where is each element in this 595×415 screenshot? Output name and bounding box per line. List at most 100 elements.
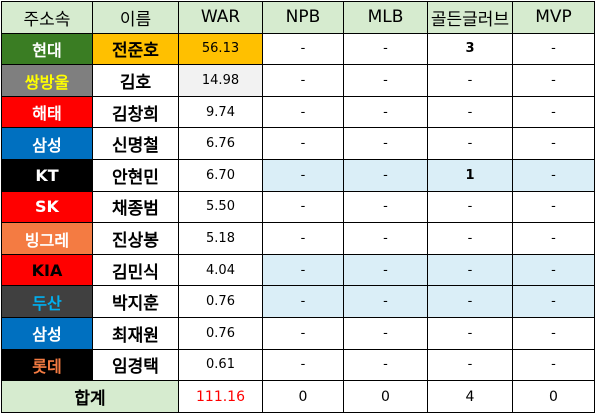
total-mvp: 0 — [512, 380, 595, 413]
war-value: 5.18 — [178, 222, 263, 255]
team-cell: 현대 — [1, 32, 93, 66]
war-value: 6.76 — [178, 127, 263, 161]
war-value: 5.50 — [178, 190, 263, 224]
golden-glove-value: - — [427, 222, 513, 255]
table-row: 두산 박지훈 0.76 - - - - — [1, 285, 595, 319]
golden-glove-value: - — [427, 127, 513, 161]
table-row: 롯데 임경택 0.61 - - - - — [1, 348, 595, 382]
war-value: 9.74 — [178, 95, 263, 129]
total-row: 합계 111.16 0 0 4 0 — [1, 380, 595, 413]
total-golden-glove: 4 — [427, 380, 513, 413]
player-name: 김창희 — [92, 95, 179, 129]
table-row: KT 안현민 6.70 - - 1 - — [1, 159, 595, 192]
header-team: 주소속 — [1, 1, 93, 34]
npb-value: - — [262, 348, 344, 382]
golden-glove-value: - — [427, 253, 513, 287]
golden-glove-value: - — [427, 317, 513, 350]
npb-value: - — [262, 222, 344, 255]
mlb-value: - — [343, 95, 428, 129]
mvp-value: - — [512, 190, 595, 224]
total-label: 합계 — [1, 380, 179, 413]
header-mlb: MLB — [343, 1, 428, 34]
mvp-value: - — [512, 348, 595, 382]
table-row: SK 채종범 5.50 - - - - — [1, 190, 595, 224]
golden-glove-value: - — [427, 285, 513, 319]
mlb-value: - — [343, 32, 428, 66]
header-name: 이름 — [92, 1, 179, 34]
team-cell: 해태 — [1, 95, 93, 129]
npb-value: - — [262, 190, 344, 224]
golden-glove-value: - — [427, 348, 513, 382]
player-name: 진상봉 — [92, 222, 179, 255]
team-cell: KIA — [1, 253, 93, 287]
player-name: 채종범 — [92, 190, 179, 224]
table-row: 빙그레 진상봉 5.18 - - - - — [1, 222, 595, 255]
npb-value: - — [262, 95, 344, 129]
player-name: 전준호 — [92, 32, 179, 66]
mlb-value: - — [343, 64, 428, 97]
team-cell: 삼성 — [1, 127, 93, 161]
mvp-value: - — [512, 127, 595, 161]
war-value: 4.04 — [178, 253, 263, 287]
mlb-value: - — [343, 222, 428, 255]
team-cell: 빙그레 — [1, 222, 93, 255]
player-name: 신명철 — [92, 127, 179, 161]
golden-glove-value: 3 — [427, 32, 513, 66]
mlb-value: - — [343, 317, 428, 350]
mlb-value: - — [343, 348, 428, 382]
header-war: WAR — [178, 1, 263, 34]
team-cell: 삼성 — [1, 317, 93, 350]
npb-value: - — [262, 317, 344, 350]
player-name: 안현민 — [92, 159, 179, 192]
war-value: 0.76 — [178, 317, 263, 350]
golden-glove-value: - — [427, 64, 513, 97]
player-name: 최재원 — [92, 317, 179, 350]
header-row: 주소속 이름 WAR NPB MLB 골든글러브 MVP — [1, 1, 595, 34]
npb-value: - — [262, 159, 344, 192]
war-value: 14.98 — [178, 64, 263, 97]
team-cell: 롯데 — [1, 348, 93, 382]
total-npb: 0 — [262, 380, 344, 413]
golden-glove-value: - — [427, 190, 513, 224]
mlb-value: - — [343, 285, 428, 319]
team-cell: KT — [1, 159, 93, 192]
mlb-value: - — [343, 253, 428, 287]
mlb-value: - — [343, 127, 428, 161]
war-value: 0.76 — [178, 285, 263, 319]
npb-value: - — [262, 127, 344, 161]
player-name: 김민식 — [92, 253, 179, 287]
table-row: 해태 김창희 9.74 - - - - — [1, 95, 595, 129]
mvp-value: - — [512, 285, 595, 319]
npb-value: - — [262, 253, 344, 287]
golden-glove-value: 1 — [427, 159, 513, 192]
team-cell: SK — [1, 190, 93, 224]
war-value: 0.61 — [178, 348, 263, 382]
team-cell: 쌍방울 — [1, 64, 93, 97]
table-row: 삼성 신명철 6.76 - - - - — [1, 127, 595, 161]
mvp-value: - — [512, 317, 595, 350]
war-value: 56.13 — [178, 32, 263, 66]
header-golden-glove: 골든글러브 — [427, 1, 513, 34]
player-name: 박지훈 — [92, 285, 179, 319]
table-row: 삼성 최재원 0.76 - - - - — [1, 317, 595, 350]
player-name: 임경택 — [92, 348, 179, 382]
table-row: 현대 전준호 56.13 - - 3 - — [1, 32, 595, 66]
npb-value: - — [262, 64, 344, 97]
mvp-value: - — [512, 253, 595, 287]
table-row: KIA 김민식 4.04 - - - - — [1, 253, 595, 287]
mlb-value: - — [343, 159, 428, 192]
header-mvp: MVP — [512, 1, 595, 34]
mlb-value: - — [343, 190, 428, 224]
total-mlb: 0 — [343, 380, 428, 413]
total-war: 111.16 — [178, 380, 263, 413]
npb-value: - — [262, 285, 344, 319]
mvp-value: - — [512, 222, 595, 255]
mvp-value: - — [512, 159, 595, 192]
team-cell: 두산 — [1, 285, 93, 319]
npb-value: - — [262, 32, 344, 66]
table-row: 쌍방울 김호 14.98 - - - - — [1, 64, 595, 97]
mvp-value: - — [512, 64, 595, 97]
header-npb: NPB — [262, 1, 344, 34]
player-name: 김호 — [92, 64, 179, 97]
